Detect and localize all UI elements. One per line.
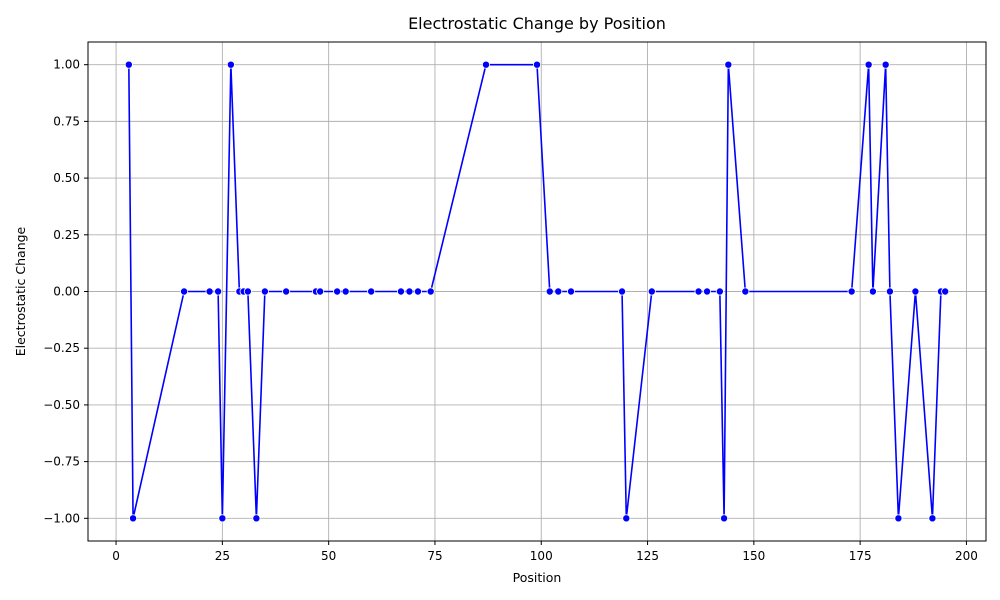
data-point [533, 60, 542, 69]
y-tick-label: −0.75 [43, 455, 80, 469]
data-point [847, 287, 856, 296]
y-tick-label: 1.00 [53, 58, 80, 72]
data-point [282, 287, 291, 296]
x-tick-label: 25 [215, 549, 230, 563]
data-point [243, 287, 252, 296]
x-tick-label: 150 [742, 549, 765, 563]
data-point [715, 287, 724, 296]
data-point [720, 514, 729, 523]
data-point [333, 287, 342, 296]
data-point [741, 287, 750, 296]
chart-title: Electrostatic Change by Position [408, 14, 666, 33]
data-point [426, 287, 435, 296]
data-point [124, 60, 133, 69]
y-axis-label: Electrostatic Change [13, 226, 28, 356]
data-point [226, 60, 235, 69]
data-point [724, 60, 733, 69]
y-tick-label: 0.00 [53, 285, 80, 299]
data-point [618, 287, 627, 296]
data-point [218, 514, 227, 523]
data-point [554, 287, 563, 296]
tick-layer: 0 25 50 75 100 125 150 175 200 −1.00 −0.75 −0.50 −0.… [43, 58, 978, 563]
y-tick-label: −1.00 [43, 511, 80, 525]
x-tick-label: 175 [849, 549, 872, 563]
data-point [316, 287, 325, 296]
data-point [214, 287, 223, 296]
x-axis-label: Position [513, 570, 562, 585]
data-point [396, 287, 405, 296]
x-tick-label: 75 [427, 549, 442, 563]
data-point [481, 60, 490, 69]
data-point [252, 514, 261, 523]
plot-layer [124, 60, 950, 523]
data-point [911, 287, 920, 296]
data-point [413, 287, 422, 296]
x-tick-label: 0 [112, 549, 120, 563]
y-tick-label: −0.25 [43, 341, 80, 355]
data-point [928, 514, 937, 523]
data-point [341, 287, 350, 296]
data-point [885, 287, 894, 296]
data-point [868, 287, 877, 296]
x-tick-label: 200 [955, 549, 978, 563]
y-tick-label: −0.50 [43, 398, 80, 412]
data-point [647, 287, 656, 296]
data-point [881, 60, 890, 69]
data-point [941, 287, 950, 296]
data-point [260, 287, 269, 296]
data-point [894, 514, 903, 523]
data-point [622, 514, 631, 523]
data-point [129, 514, 138, 523]
data-point [694, 287, 703, 296]
x-tick-label: 125 [636, 549, 659, 563]
data-point [180, 287, 189, 296]
data-point [405, 287, 414, 296]
y-tick-label: 0.25 [53, 228, 80, 242]
x-tick-label: 100 [530, 549, 553, 563]
data-point [367, 287, 376, 296]
x-tick-label: 50 [321, 549, 336, 563]
data-point [545, 287, 554, 296]
data-point [703, 287, 712, 296]
y-tick-label: 0.75 [53, 114, 80, 128]
y-tick-label: 0.50 [53, 171, 80, 185]
data-point [864, 60, 873, 69]
data-point [205, 287, 214, 296]
data-point [567, 287, 576, 296]
